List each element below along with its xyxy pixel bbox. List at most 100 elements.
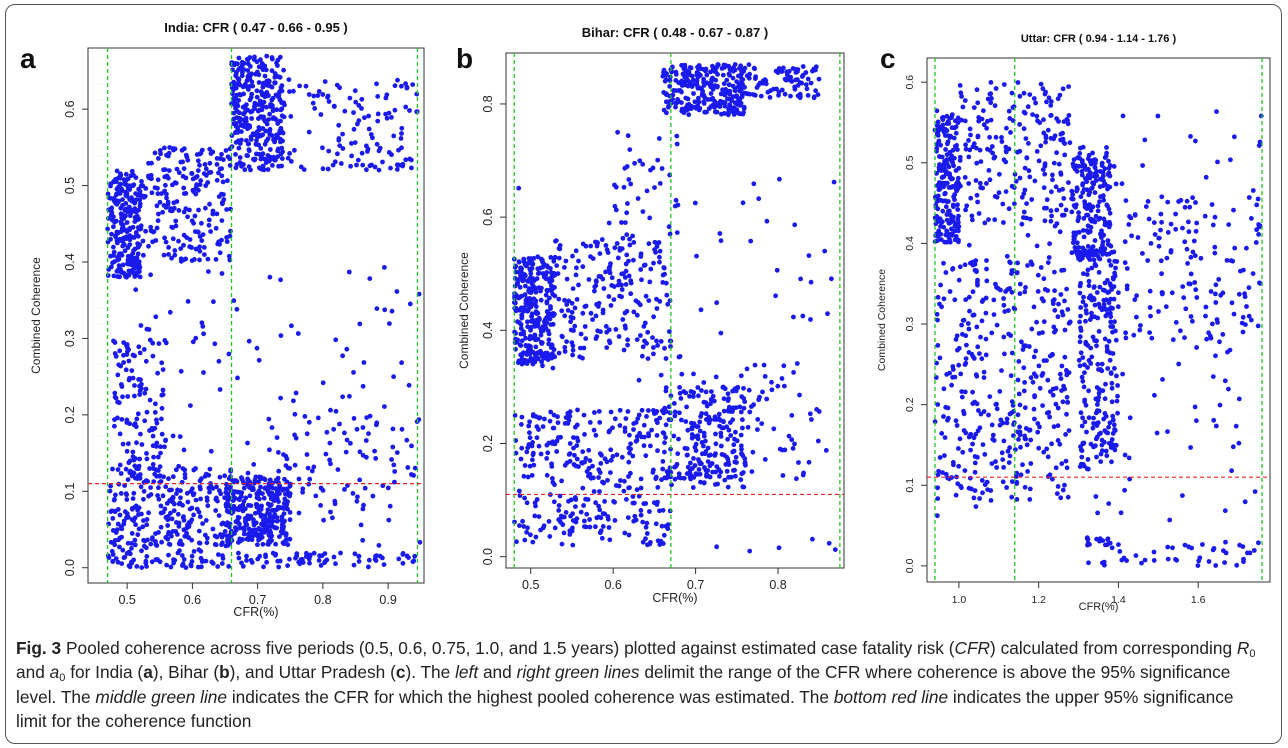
data-point — [1017, 122, 1022, 127]
data-point — [577, 354, 583, 360]
data-point — [1056, 301, 1061, 307]
data-point — [1114, 259, 1120, 264]
data-point — [540, 264, 546, 270]
data-point — [648, 540, 653, 545]
data-point — [967, 126, 973, 132]
data-point — [1079, 374, 1085, 380]
data-point — [616, 282, 621, 288]
data-point — [640, 344, 646, 350]
data-point — [596, 300, 602, 306]
data-point — [148, 228, 154, 234]
data-point — [199, 220, 204, 226]
data-point — [665, 301, 671, 307]
data-point — [1110, 329, 1115, 335]
data-point — [241, 531, 247, 537]
data-point — [149, 559, 155, 565]
data-point — [347, 393, 352, 399]
data-point — [603, 269, 608, 275]
data-point — [1108, 445, 1114, 450]
data-point — [1094, 338, 1099, 344]
data-point — [668, 446, 673, 452]
data-point — [198, 486, 203, 492]
x-tick-label: 0.5 — [522, 578, 539, 592]
data-point — [169, 487, 174, 493]
data-point — [136, 259, 142, 265]
data-point — [523, 335, 528, 341]
data-point — [676, 436, 681, 442]
data-point — [645, 356, 651, 361]
data-point — [1226, 222, 1232, 228]
data-point — [624, 252, 630, 258]
data-point — [150, 353, 156, 359]
data-point — [556, 503, 562, 508]
data-point — [1165, 199, 1171, 205]
data-point — [128, 207, 134, 213]
data-point — [407, 108, 412, 113]
data-point — [676, 471, 682, 477]
data-point — [233, 130, 238, 136]
x-axis-label: CFR(%) — [652, 591, 697, 605]
data-point — [662, 405, 668, 411]
data-point — [165, 523, 171, 528]
data-point — [1229, 468, 1234, 474]
data-point — [213, 225, 219, 231]
data-point — [524, 449, 530, 455]
data-point — [276, 130, 282, 136]
data-point — [1102, 411, 1108, 416]
data-point — [1114, 373, 1119, 379]
data-point — [125, 394, 131, 399]
data-point — [116, 263, 122, 268]
data-point — [157, 199, 163, 205]
data-point — [751, 181, 757, 187]
data-point — [1092, 190, 1098, 196]
data-point — [573, 504, 578, 509]
data-point — [786, 433, 792, 439]
data-point — [981, 375, 987, 380]
data-point — [265, 507, 271, 513]
data-point — [532, 323, 538, 329]
data-point — [573, 463, 579, 469]
data-point — [120, 547, 126, 553]
data-point — [224, 207, 230, 212]
data-point — [1074, 168, 1080, 174]
data-point — [357, 321, 363, 327]
panel-label: a — [20, 43, 36, 74]
data-point — [330, 515, 335, 521]
data-point — [947, 289, 953, 294]
data-point — [287, 517, 293, 523]
data-point — [263, 67, 269, 73]
data-point — [1146, 216, 1152, 222]
data-point — [954, 143, 959, 148]
data-point — [236, 77, 242, 82]
data-point — [633, 438, 639, 444]
data-point — [942, 190, 948, 196]
data-point — [232, 506, 238, 512]
data-point — [592, 288, 597, 294]
data-point — [1102, 181, 1108, 187]
data-point — [1031, 96, 1037, 101]
data-point — [692, 200, 698, 206]
data-point — [1112, 270, 1117, 276]
data-point — [1081, 234, 1087, 240]
data-point — [953, 130, 959, 136]
data-point — [1022, 289, 1028, 295]
data-point — [1044, 197, 1050, 203]
data-point — [275, 148, 281, 154]
data-points — [105, 53, 423, 570]
data-point — [219, 151, 224, 157]
data-point — [531, 462, 537, 468]
data-point — [244, 78, 250, 83]
data-point — [521, 256, 527, 262]
data-point — [261, 564, 266, 570]
data-point — [809, 417, 814, 422]
data-point — [701, 433, 707, 439]
data-point — [631, 257, 636, 263]
data-point — [638, 333, 643, 338]
data-point — [644, 531, 650, 536]
data-point — [1100, 287, 1106, 293]
data-point — [518, 331, 524, 337]
data-point — [619, 454, 625, 460]
data-point — [946, 121, 952, 126]
data-point — [161, 474, 167, 480]
data-point — [1103, 153, 1109, 159]
